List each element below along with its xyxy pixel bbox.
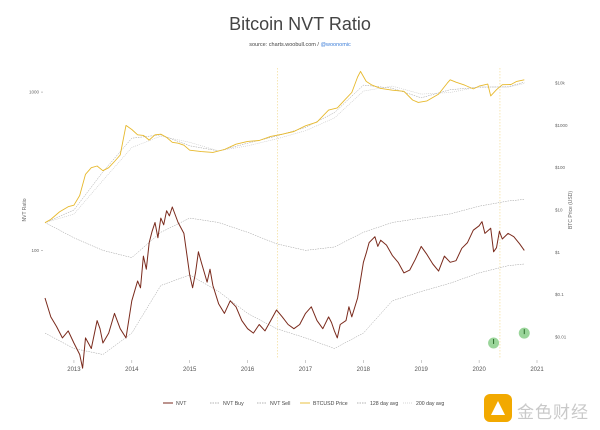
right-tick-0.01: $0.01 <box>555 334 567 339</box>
series-nvt <box>44 206 525 369</box>
brand-watermark: 金色财经 <box>517 403 589 423</box>
series-btcusd-price <box>44 70 525 224</box>
legend-label-200-day-avg[interactable]: 200 day avg <box>416 401 444 407</box>
right-tick-1: $1 <box>555 250 561 255</box>
legend-label-btcusd-price[interactable]: BTCUSD Price <box>313 401 348 407</box>
legend-label-nvt-buy[interactable]: NVT Buy <box>223 401 244 407</box>
right-tick-100: $100 <box>555 165 566 170</box>
legend-label-nvt[interactable]: NVT <box>176 401 187 407</box>
series-nvt-sell <box>44 199 525 258</box>
right-tick-10: $10 <box>555 208 563 213</box>
y-axis-left-title: NVT Ratio <box>22 198 28 221</box>
right-tick-0.1: $0.1 <box>555 292 564 297</box>
brand-logo-icon <box>484 394 512 422</box>
series-128-day-avg <box>44 81 525 223</box>
chart-title: Bitcoin NVT Ratio <box>229 14 371 34</box>
x-tick-2019: 2019 <box>415 367 429 373</box>
legend-label-nvt-sell[interactable]: NVT Sell <box>270 401 290 407</box>
left-tick-100: 100 <box>31 248 39 253</box>
chart-subtitle: source: charts.woobull.com / @woonomic <box>0 42 600 48</box>
left-tick-1000: 1000 <box>29 90 40 95</box>
right-tick-10k: $10k <box>555 81 566 86</box>
legend-label-128-day-avg[interactable]: 128 day avg <box>370 401 398 407</box>
x-tick-2021: 2021 <box>530 367 544 373</box>
series-nvt-buy <box>44 263 525 355</box>
source-handle-link[interactable]: @woonomic <box>320 42 351 48</box>
x-tick-2018: 2018 <box>357 367 371 373</box>
x-tick-2017: 2017 <box>299 367 313 373</box>
x-tick-2013: 2013 <box>67 367 81 373</box>
series-200-day-avg <box>44 83 525 223</box>
x-tick-2020: 2020 <box>472 367 486 373</box>
x-tick-2015: 2015 <box>183 367 197 373</box>
y-axis-right-title: BTC Price (USD) <box>568 191 574 229</box>
right-tick-1000: $1000 <box>555 123 568 128</box>
x-tick-2014: 2014 <box>125 367 139 373</box>
x-tick-2016: 2016 <box>241 367 255 373</box>
source-prefix: source: charts.woobull.com / <box>249 42 321 48</box>
